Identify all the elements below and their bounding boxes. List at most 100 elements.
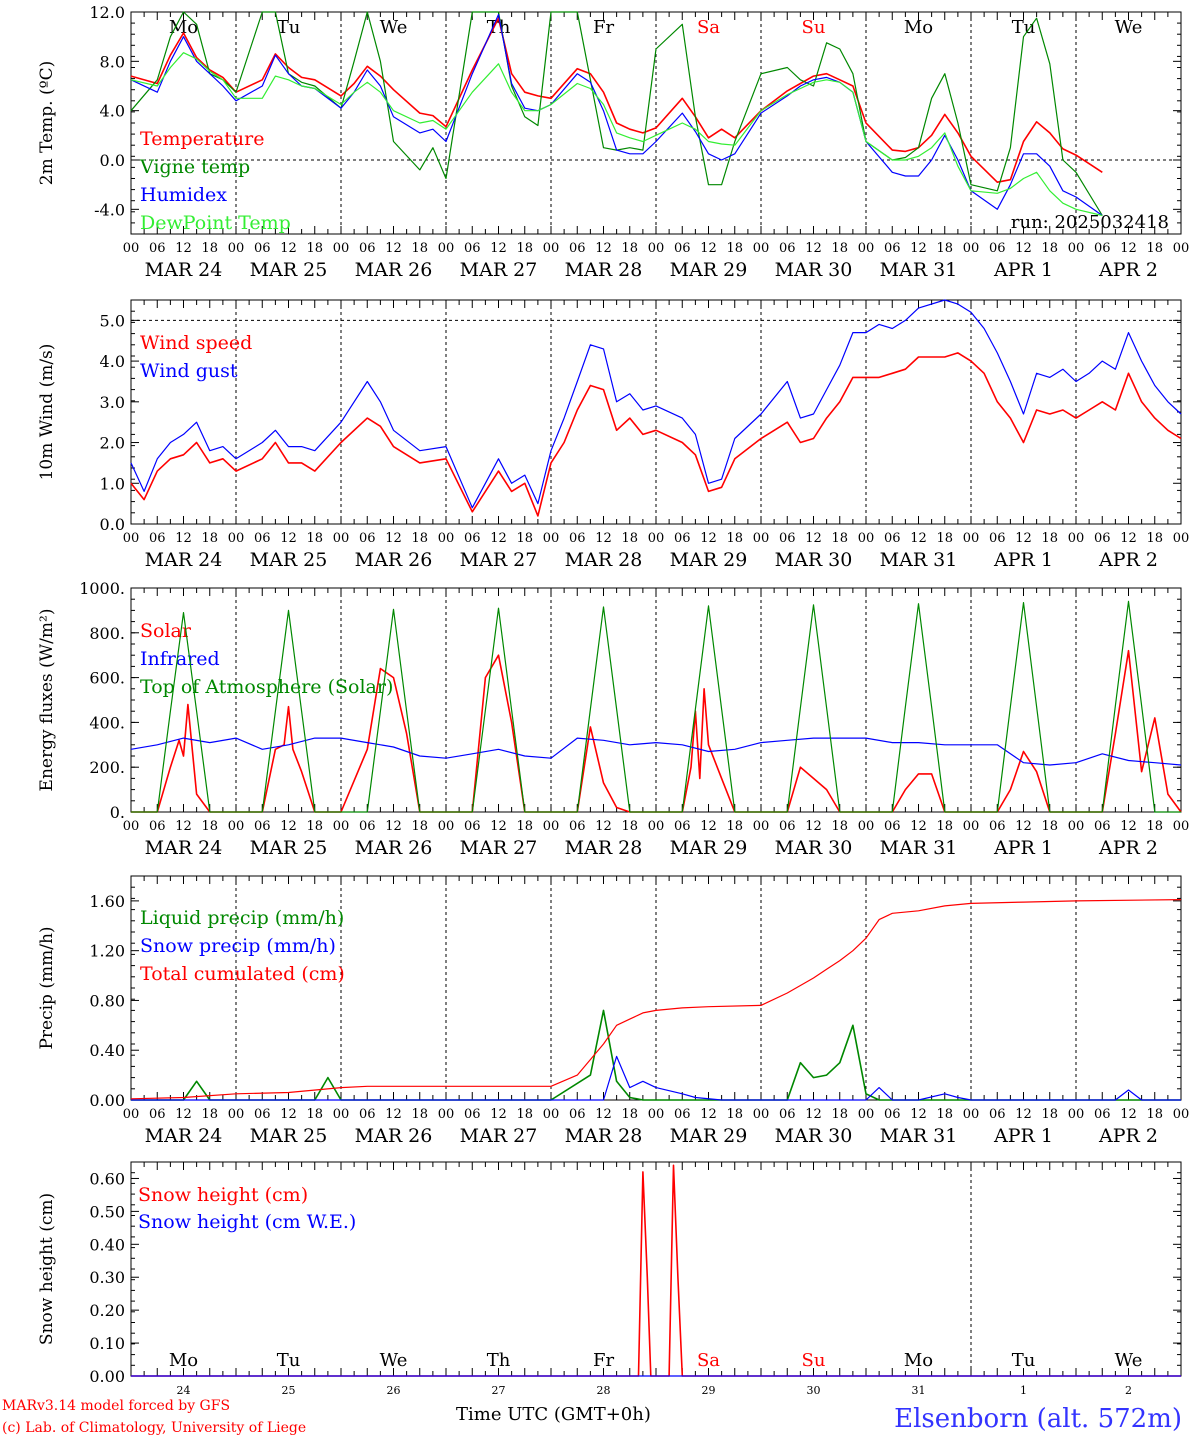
date-label: APR 1 [993,837,1053,859]
hour-label: 00 [858,241,875,256]
date-label: MAR 31 [880,1125,958,1147]
date-label: MAR 31 [880,549,958,571]
weekday-label: Fr [593,17,614,38]
hour-label: 06 [569,241,586,256]
hour-label: 00 [123,241,140,256]
hour-label: 00 [963,531,980,546]
y-tick-label: 4.0 [100,352,125,371]
hour-label: 12 [910,1107,927,1122]
hour-label: 06 [254,1107,271,1122]
hour-label: 00 [753,1107,770,1122]
weekday-label: Fr [593,1350,614,1371]
y-tick-label: 0.40 [89,1235,125,1254]
y-tick-label: 1.20 [89,942,125,961]
hour-label: 06 [149,531,166,546]
date-label: APR 2 [1098,837,1158,859]
day-number-label: 30 [807,1384,821,1397]
hour-label: 18 [621,819,638,834]
y-tick-label: 2.0 [100,434,125,453]
hour-label: 00 [963,1107,980,1122]
hour-label: 00 [1173,531,1190,546]
hour-label: 00 [438,1107,455,1122]
weekday-label: Mo [169,1350,198,1371]
hour-label: 00 [123,819,140,834]
legend-entry: Liquid precip (mm/h) [140,907,344,929]
hour-label: 06 [569,1107,586,1122]
date-label: MAR 25 [250,1125,328,1147]
hour-label: 06 [149,1107,166,1122]
day-number-label: 29 [702,1384,716,1397]
day-number-label: 27 [492,1384,506,1397]
date-label: MAR 24 [145,259,223,281]
hour-label: 12 [280,819,297,834]
hour-label: 00 [648,819,665,834]
date-label: MAR 30 [775,549,853,571]
y-tick-label: 0.0 [100,515,125,534]
hour-label: 18 [726,531,743,546]
hour-label: 12 [280,241,297,256]
y-tick-label: 0.40 [89,1041,125,1060]
date-label: MAR 26 [355,549,433,571]
hour-label: 18 [201,1107,218,1122]
hour-label: 18 [306,1107,323,1122]
series-line-wind-gust [130,299,1182,509]
hour-label: 06 [1094,819,1111,834]
date-label: MAR 31 [880,837,958,859]
hour-label: 12 [490,241,507,256]
weekday-label: Tu [277,1350,301,1371]
day-number-label: 26 [387,1384,401,1397]
hour-label: 18 [831,1107,848,1122]
date-label: MAR 31 [880,259,958,281]
hour-label: 00 [228,241,245,256]
hour-label: 18 [831,819,848,834]
hour-label: 18 [1041,531,1058,546]
hour-label: 18 [201,241,218,256]
legend-entry: Temperature [140,128,264,150]
hour-label: 00 [228,1107,245,1122]
series-line-humidex [130,13,1103,216]
hour-label: 00 [438,241,455,256]
weekday-label: Sa [697,17,720,38]
hour-label: 18 [306,819,323,834]
hour-label: 06 [464,531,481,546]
plot-frame [130,299,1182,525]
hour-label: 00 [1173,1107,1190,1122]
date-label: MAR 25 [250,837,328,859]
hour-label: 06 [1094,1107,1111,1122]
hour-label: 06 [569,531,586,546]
day-number-label: 24 [177,1384,191,1397]
hour-label: 00 [753,819,770,834]
hour-label: 12 [1015,531,1032,546]
y-tick-label: 600. [89,669,125,688]
y-tick-label: 400. [89,713,125,732]
hour-label: 18 [411,241,428,256]
hour-label: 18 [411,819,428,834]
legend-entry: Humidex [140,184,227,206]
hour-label: 12 [910,531,927,546]
hour-label: 18 [831,531,848,546]
y-tick-label: 5.0 [100,311,125,330]
hour-label: 00 [1173,241,1190,256]
date-label: MAR 28 [565,259,643,281]
hour-label: 12 [385,241,402,256]
legend-entry: Infrared [140,648,220,670]
date-label: MAR 24 [145,549,223,571]
hour-label: 00 [1068,241,1085,256]
hour-label: 12 [910,819,927,834]
hour-label: 06 [884,819,901,834]
series-line-dewpoint-temp [130,52,1103,217]
hour-label: 00 [1068,819,1085,834]
hour-label: 06 [359,241,376,256]
date-label: MAR 25 [250,549,328,571]
weekday-label: Su [802,17,826,38]
date-label: MAR 24 [145,1125,223,1147]
hour-label: 18 [411,1107,428,1122]
day-number-label: 1 [1020,1384,1027,1397]
weekday-label: Tu [277,17,301,38]
hour-label: 12 [1120,531,1137,546]
date-label: APR 1 [993,549,1053,571]
hour-label: 12 [490,819,507,834]
hour-label: 00 [228,531,245,546]
hour-label: 12 [1015,1107,1032,1122]
